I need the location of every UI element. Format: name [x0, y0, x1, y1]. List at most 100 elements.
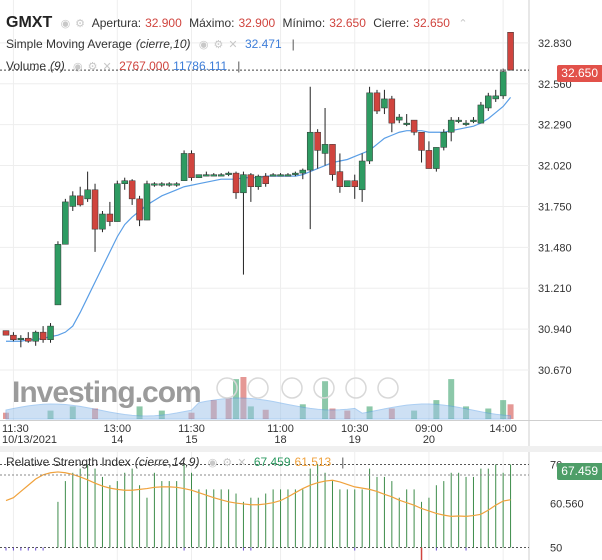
separator-icon: | — [291, 37, 295, 51]
candle-body — [128, 180, 136, 200]
eye-icon[interactable]: ◉ — [207, 457, 218, 469]
candle-body — [388, 98, 396, 124]
candle-body — [358, 160, 366, 191]
magnify-minus-icon — [247, 377, 269, 399]
price-tick-label: 32.290 — [538, 120, 572, 132]
price-tick-label: 31.750 — [538, 201, 572, 213]
sma-params: (cierre,10) — [135, 37, 191, 51]
rsi-ma-value: 61.513 — [294, 455, 332, 469]
candle-body — [351, 180, 358, 188]
candle-body — [440, 131, 448, 148]
candle-body — [255, 175, 262, 188]
volume-label: Volume — [6, 59, 47, 73]
candle-body — [470, 119, 477, 122]
candle-body — [299, 169, 307, 174]
time-tick-label: 13:00 — [104, 423, 132, 435]
candle-body — [91, 189, 99, 230]
eye-icon[interactable]: ◉ — [73, 61, 83, 73]
candle-body — [210, 174, 218, 177]
volume-bar — [507, 404, 514, 419]
date-tick-label: 14 — [111, 434, 123, 446]
candle-body — [69, 195, 77, 207]
candle-body — [225, 172, 232, 175]
candle-body — [344, 180, 351, 188]
candle-body — [492, 95, 499, 100]
eye-icon[interactable]: ◉ — [60, 18, 71, 30]
date-tick-label: 15 — [185, 434, 197, 446]
volume-params: (9) — [50, 59, 65, 73]
reset-icon — [281, 377, 303, 399]
candle-body — [121, 180, 128, 184]
candle-body — [292, 172, 299, 175]
candle-body — [47, 325, 54, 340]
rsi-tick-label: 60.560 — [550, 499, 584, 511]
magnify-plus-icon — [216, 377, 238, 399]
candle-body — [188, 153, 195, 178]
candle-body — [158, 183, 166, 186]
pane-divider — [0, 446, 602, 452]
gear-icon[interactable]: ⚙ — [75, 18, 86, 30]
candle-body — [25, 337, 32, 342]
volume-bar — [136, 406, 143, 419]
candle-body — [455, 119, 462, 122]
candle-body — [403, 122, 410, 125]
date-tick-label: 10/13/2021 — [2, 434, 57, 446]
pan-right-icon — [345, 377, 367, 399]
candle-body — [410, 119, 418, 133]
time-tick-label: 11:30 — [2, 423, 29, 435]
close-icon[interactable]: ✕ — [237, 457, 247, 469]
candle-body — [180, 153, 188, 181]
close-icon[interactable]: ✕ — [102, 61, 112, 73]
candle-body — [217, 174, 225, 177]
close-label: Cierre: — [373, 16, 410, 30]
candle-body — [240, 174, 247, 194]
chevron-up-icon[interactable]: ⌃ — [458, 18, 468, 30]
eye-icon[interactable]: ◉ — [198, 39, 209, 51]
high-label: Máximo: — [189, 16, 235, 30]
candle-body — [321, 144, 329, 154]
price-tick-label: 32.020 — [538, 161, 572, 173]
candle-body — [195, 174, 203, 178]
candle-body — [262, 175, 269, 184]
candle-body — [17, 337, 25, 340]
candle-body — [381, 98, 388, 109]
candle-body — [269, 174, 277, 177]
open-value: 32.900 — [145, 16, 182, 30]
candle-body — [314, 131, 321, 151]
close-icon[interactable]: ✕ — [228, 39, 238, 51]
rsi-badge: 67.459 — [557, 463, 602, 480]
candle-body — [462, 122, 470, 125]
candle-body — [477, 104, 485, 124]
sma-legend: Simple Moving Average (cierre,10) ◉ ⚙ ✕ 32.… — [6, 37, 299, 51]
candle-body — [2, 330, 10, 336]
volume-bar — [500, 400, 507, 419]
candle-body — [173, 183, 180, 186]
ohlc-legend: GMXT ◉ ⚙ Apertura: 32.900 Máximo: 32.900 Mí… — [6, 14, 472, 32]
gear-icon[interactable]: ⚙ — [87, 61, 98, 73]
separator-icon: | — [341, 455, 345, 469]
price-tick-label: 31.210 — [538, 283, 572, 295]
gear-icon[interactable]: ⚙ — [213, 39, 224, 51]
candle-body — [54, 244, 62, 306]
gear-icon[interactable]: ⚙ — [222, 457, 233, 469]
candle-body — [84, 189, 91, 200]
low-label: Mínimo: — [282, 16, 326, 30]
date-tick-label: 19 — [349, 434, 361, 446]
volume-ma-value: 11786.111 — [173, 59, 228, 73]
volume-legend: Volume (9) ◉ ⚙ ✕ 2767.000 11786.111 | — [6, 59, 244, 73]
candle-body — [306, 131, 314, 171]
open-label: Apertura: — [91, 16, 142, 30]
investing-watermark: Investing.com — [12, 376, 202, 409]
candle-body — [499, 71, 507, 97]
fullscreen-icon — [377, 377, 399, 399]
candle-body — [447, 119, 455, 133]
candle-body — [232, 172, 240, 194]
rsi-legend: Relative Strength Index (cierre,14,9) ◉ ⚙ ✕… — [6, 455, 348, 469]
symbol-label: GMXT — [6, 14, 53, 31]
candle-body — [336, 171, 344, 188]
price-tick-label: 30.670 — [538, 365, 572, 377]
time-tick-label: 11:30 — [178, 423, 205, 435]
time-tick-label: 14:00 — [489, 423, 517, 435]
candle-body — [284, 174, 292, 177]
